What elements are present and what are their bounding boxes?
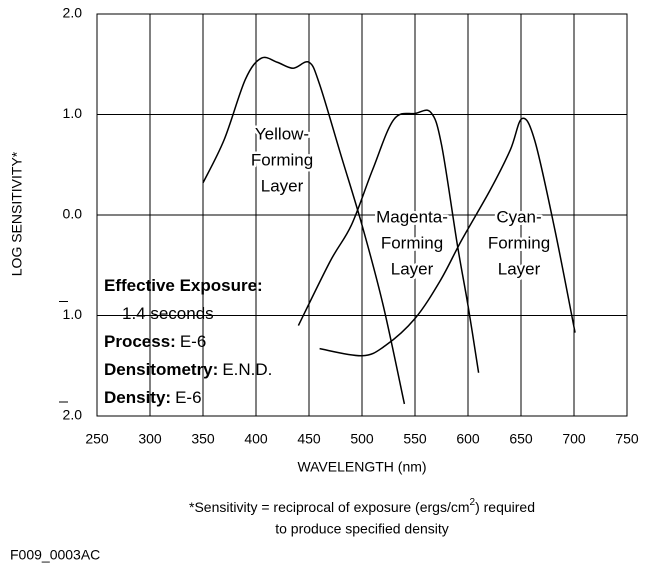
info-line: Effective Exposure:	[104, 276, 263, 295]
y-axis-label: LOG SENSITIVITY*	[9, 151, 25, 276]
curve	[297, 109, 480, 373]
info-label: Process:	[104, 332, 176, 351]
info-label: Densitometry:	[104, 360, 218, 379]
curve-label: Layer	[498, 259, 541, 278]
footnote-superscript: 2	[470, 497, 476, 508]
x-tick-label: 750	[615, 431, 639, 447]
x-axis-label: WAVELENGTH (nm)	[297, 459, 426, 475]
curve-label: Cyan-	[496, 207, 541, 226]
x-tick-label: 350	[191, 431, 215, 447]
figure-code: F009_0003AC	[10, 547, 100, 563]
y-tick-label: 2.0	[63, 407, 83, 423]
footnote-text: ) required	[475, 499, 535, 515]
curve-label: Forming	[488, 233, 550, 252]
info-line: Process: E-6	[104, 332, 206, 351]
curve	[202, 56, 406, 405]
curve-label: Forming	[381, 233, 443, 252]
info-value: E.N.D.	[222, 360, 272, 379]
footnote: *Sensitivity = reciprocal of exposure (e…	[189, 497, 535, 515]
footnote-text: *Sensitivity = reciprocal of exposure (e…	[189, 499, 470, 515]
info-label: Density:	[104, 388, 171, 407]
curve-label: Magenta-	[376, 207, 448, 226]
curve-label: Layer	[391, 259, 434, 278]
info-value: E-6	[180, 332, 206, 351]
x-tick-label: 600	[456, 431, 480, 447]
info-line: 1.4 seconds	[122, 304, 214, 323]
info-label: 1.4 seconds	[122, 304, 214, 323]
x-tick-label: 700	[562, 431, 586, 447]
x-tick-label: 500	[350, 431, 374, 447]
curve-label: Layer	[261, 176, 304, 195]
info-line: Density: E-6	[104, 388, 202, 407]
curve-label: Yellow-	[255, 124, 309, 143]
y-tick-label: 2.0	[63, 5, 83, 21]
info-value: E-6	[175, 388, 201, 407]
x-tick-label: 250	[85, 431, 109, 447]
x-tick-label: 450	[297, 431, 321, 447]
y-tick-label: 1.0	[63, 105, 83, 121]
info-line: Densitometry: E.N.D.	[104, 360, 272, 379]
plot-frame	[96, 13, 628, 417]
x-tick-label: 550	[403, 431, 427, 447]
curve-label: Forming	[251, 150, 313, 169]
x-tick-label: 400	[244, 431, 268, 447]
x-tick-label: 650	[509, 431, 533, 447]
y-tick-label: 1.0	[63, 306, 83, 322]
footnote: to produce specified density	[275, 521, 449, 537]
info-label: Effective Exposure:	[104, 276, 263, 295]
y-tick-label: 0.0	[63, 206, 83, 222]
x-tick-label: 300	[138, 431, 162, 447]
curve	[319, 117, 576, 357]
